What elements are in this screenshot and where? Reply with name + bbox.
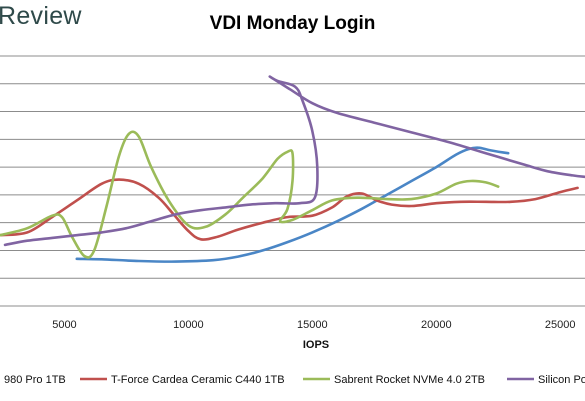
legend-label: 980 Pro 1TB bbox=[4, 374, 66, 386]
x-tick-label: 5000 bbox=[52, 319, 76, 331]
x-tick-label: 15000 bbox=[297, 319, 328, 331]
series-line-4 bbox=[3, 75, 585, 247]
brand-logo-text: Review bbox=[0, 2, 82, 30]
legend-label: Sabrent Rocket NVMe 4.0 2TB bbox=[334, 374, 485, 386]
legend-label: T-Force Cardea Ceramic C440 1TB bbox=[111, 374, 285, 386]
x-tick-label: 20000 bbox=[421, 319, 452, 331]
series-line-2 bbox=[0, 178, 579, 241]
x-tick-label: 25000 bbox=[545, 319, 576, 331]
series-line-3 bbox=[0, 130, 500, 259]
x-tick-label: 10000 bbox=[173, 319, 204, 331]
chart-title: VDI Monday Login bbox=[209, 13, 376, 34]
legend-label: Silicon Power bbox=[538, 374, 585, 386]
x-axis-label: IOPS bbox=[303, 339, 329, 351]
